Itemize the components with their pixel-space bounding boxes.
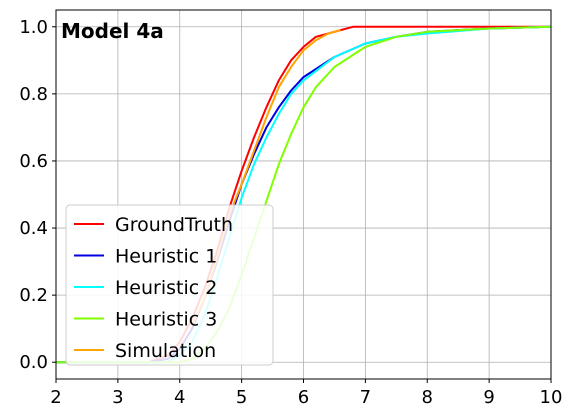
legend-label-heuristic-3: Heuristic 3 — [115, 309, 217, 331]
x-tick-label: 4 — [174, 387, 185, 408]
chart-title: Model 4a — [61, 19, 164, 43]
x-tick-label: 9 — [483, 387, 494, 408]
legend-label-groundtruth: GroundTruth — [115, 214, 233, 236]
x-tick-label: 10 — [540, 387, 563, 408]
legend-label-heuristic-1: Heuristic 1 — [115, 246, 217, 268]
legend-label-heuristic-2: Heuristic 2 — [115, 277, 217, 299]
legend-box — [65, 204, 274, 366]
x-tick-label: 5 — [236, 387, 247, 408]
legend: GroundTruth Heuristic 1 Heuristic 2 Heurist… — [65, 204, 274, 366]
x-tick-label: 8 — [422, 387, 433, 408]
y-tick-label: 0.0 — [19, 352, 48, 373]
x-tick-label: 6 — [298, 387, 309, 408]
y-tick-label: 1.0 — [19, 17, 48, 38]
y-tick-label: 0.4 — [19, 218, 48, 239]
y-tick-label: 0.2 — [19, 285, 48, 306]
y-tick-label: 0.6 — [19, 151, 48, 172]
x-tick-label: 2 — [50, 387, 61, 408]
x-tick-label: 7 — [360, 387, 371, 408]
x-tick-label: 3 — [112, 387, 123, 408]
axis-ticks: 2 3 4 5 6 7 8 9 10 0.0 0.2 0.4 0.6 0.8 1.0 — [19, 17, 562, 408]
legend-label-simulation: Simulation — [115, 340, 216, 362]
y-tick-label: 0.8 — [19, 84, 48, 105]
